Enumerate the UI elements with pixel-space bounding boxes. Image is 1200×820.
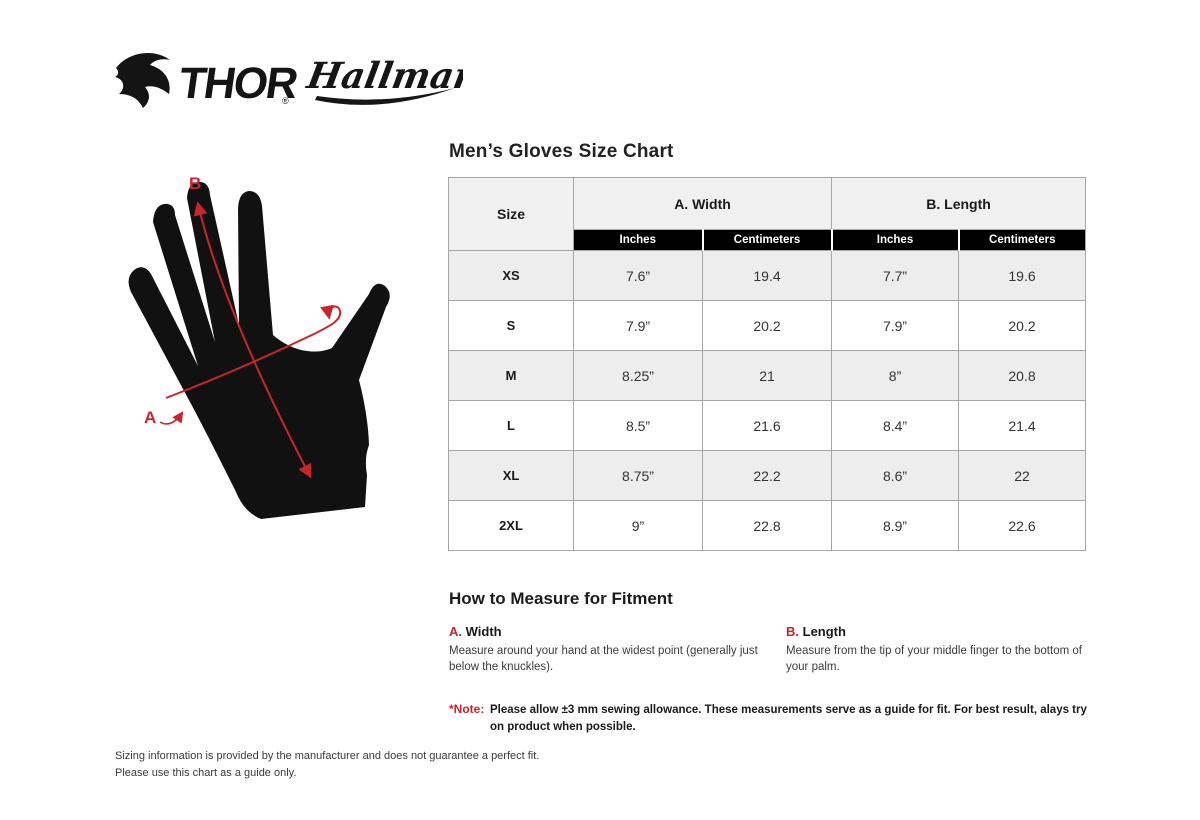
unit-header-length-centimeters: Centimeters [957,229,1087,251]
size-cell: L [448,400,574,451]
size-cell: 2XL [448,500,574,551]
width-in-cell: 7.9” [573,300,703,351]
width-in-cell: 8.25” [573,350,703,401]
length-cm-cell: 22.6 [958,500,1087,551]
registered-mark: ® [282,96,289,106]
footer-disclaimer-line1: Sizing information is provided by the ma… [115,750,540,762]
measure-arrow-a-hook [159,411,184,425]
footer-disclaimer: Sizing information is provided by the ma… [115,748,539,782]
size-cell: XL [448,450,574,501]
note-text: Please allow ±3 mm sewing allowance. The… [490,704,1087,733]
unit-header-length-inches: Inches [830,229,960,251]
length-in-cell: 8.4” [831,400,960,451]
howto-title: How to Measure for Fitment [449,589,673,608]
thor-wordmark: THOR [176,59,300,108]
note-block: *Note: Please allow ±3 mm sewing allowan… [449,702,1090,735]
width-in-cell: 9” [573,500,703,551]
hallman-underline-swoosh [315,88,455,105]
hallman-wordmark: Hallman [303,54,463,97]
table-row-2xl: 2XL 9” 22.8 8.9” 22.6 [448,500,1087,551]
measure-length-letter: B. [786,624,799,639]
size-chart-table: Size A. Width B. Length Inches Centimete… [448,177,1087,551]
table-row-xs: XS 7.6” 19.4 7.7” 19.6 [448,250,1087,301]
length-in-cell: 8” [831,350,960,401]
measure-length-block: B. Length Measure from the tip of your m… [786,624,1086,675]
width-in-cell: 8.5” [573,400,703,451]
col-header-size: Size [448,177,574,251]
width-cm-cell: 20.2 [701,300,833,351]
measure-width-text: Measure around your hand at the widest p… [449,645,758,674]
hallman-logo: Hallman [303,46,484,114]
measure-width-name: Width [465,624,502,639]
table-row-l: L 8.5” 21.6 8.4” 21.4 [448,400,1087,451]
thor-logo: THOR ® [110,50,301,110]
thor-goat-icon [115,53,170,108]
length-cm-cell: 21.4 [958,400,1087,451]
measure-arrow-a [165,304,342,399]
unit-header-width-inches: Inches [573,229,704,251]
measure-width-block: A. Width Measure around your hand at the… [449,624,771,675]
size-cell: M [448,350,574,401]
size-cell: XS [448,250,574,301]
measure-length-name: Length [802,624,846,639]
glove-measurement-diagram: B A [118,160,418,540]
width-cm-cell: 21 [701,350,833,401]
length-cm-cell: 19.6 [958,250,1087,301]
width-cm-cell: 19.4 [701,250,833,301]
measure-arrow-b [193,201,312,479]
col-header-length: B. Length [831,177,1087,230]
measure-width-heading: A. Width [449,624,771,639]
length-cm-cell: 22 [958,450,1087,501]
length-in-cell: 8.6” [831,450,960,501]
width-in-cell: 8.75” [573,450,703,501]
footer-disclaimer-line2: Please use this chart as a guide only. [115,767,297,780]
length-cm-cell: 20.8 [958,350,1087,401]
diagram-label-a: A [144,408,156,427]
length-in-cell: 8.9” [831,500,960,551]
width-cm-cell: 22.2 [701,450,833,501]
size-chart-title: Men’s Gloves Size Chart [449,141,674,162]
diagram-label-b: B [189,174,201,193]
glove-silhouette [128,181,390,519]
length-in-cell: 7.7” [831,250,960,301]
table-row-m: M 8.25” 21 8” 20.8 [448,350,1087,401]
col-header-width: A. Width [572,177,833,230]
table-row-xl: XL 8.75” 22.2 8.6” 22 [448,450,1087,501]
measure-length-text: Measure from the tip of your middle fing… [786,645,1082,674]
measure-length-heading: B. Length [786,624,1086,639]
unit-header-width-centimeters: Centimeters [701,229,833,251]
length-cm-cell: 20.2 [958,300,1087,351]
table-row-s: S 7.9” 20.2 7.9” 20.2 [448,300,1087,351]
measure-width-letter: A. [449,624,462,639]
note-label: *Note: [449,702,485,716]
width-cm-cell: 21.6 [701,400,833,451]
width-cm-cell: 22.8 [701,500,833,551]
length-in-cell: 7.9” [831,300,960,351]
width-in-cell: 7.6” [573,250,703,301]
size-cell: S [448,300,574,351]
